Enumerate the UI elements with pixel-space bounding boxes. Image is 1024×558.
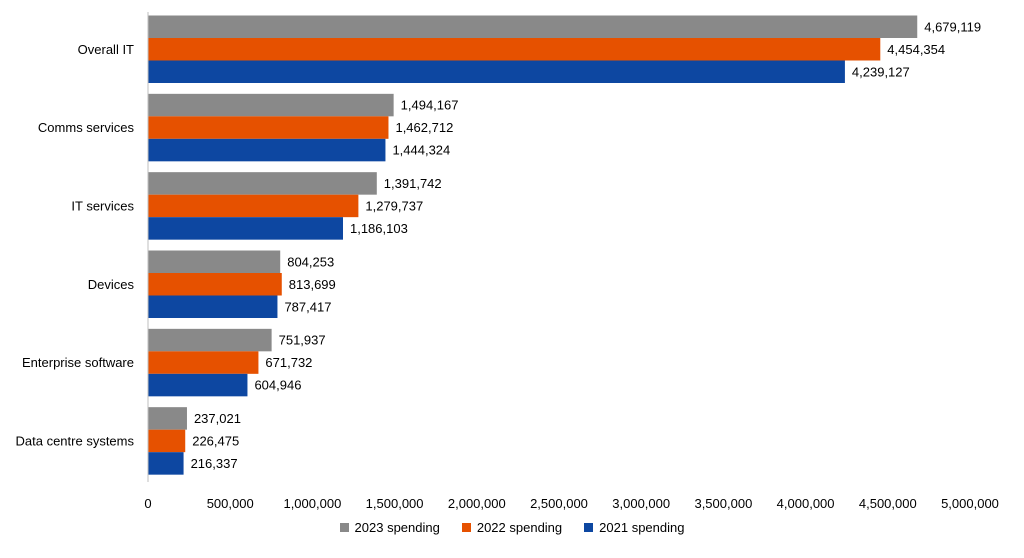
- bar-2021-spending: [148, 60, 845, 83]
- bar-2022-spending: [148, 38, 881, 61]
- data-label: 4,679,119: [924, 19, 981, 34]
- bar-2023-spending: [148, 15, 918, 38]
- data-label: 604,946: [254, 378, 301, 393]
- x-tick-label: 1,000,000: [283, 496, 341, 511]
- x-tick-label: 2,000,000: [448, 496, 506, 511]
- legend-label: 2021 spending: [599, 520, 685, 535]
- legend-swatch: [584, 523, 594, 532]
- bar-2022-spending: [148, 429, 186, 453]
- data-label: 804,253: [287, 254, 334, 269]
- bar-2023-spending: [148, 328, 272, 352]
- x-tick-label: 4,000,000: [777, 496, 835, 511]
- data-label: 226,475: [192, 433, 239, 448]
- data-label: 237,021: [194, 411, 241, 426]
- bar-2021-spending: [148, 138, 386, 162]
- x-tick-label: 0: [144, 496, 151, 511]
- bar-2021-spending: [148, 452, 184, 475]
- data-label: 1,279,737: [365, 198, 423, 213]
- data-label: 1,444,324: [392, 143, 450, 158]
- data-label: 4,239,127: [852, 64, 910, 79]
- bar-2023-spending: [148, 250, 281, 273]
- bar-chart: 0 500,000 1,000,000 1,500,000 2,000,000 2,500…: [16, 12, 999, 511]
- category-label: Data centre systems: [16, 433, 135, 448]
- category-label: Devices: [88, 277, 135, 292]
- legend-label: 2022 spending: [476, 520, 563, 535]
- bar-2022-spending: [148, 116, 389, 139]
- legend-item: 2022 spending: [461, 520, 563, 535]
- category-label: Comms services: [38, 120, 135, 135]
- data-label: 1,186,103: [350, 221, 408, 236]
- bar-2022-spending: [148, 273, 282, 296]
- bar-2021-spending: [148, 295, 278, 318]
- data-label: 1,494,167: [401, 98, 459, 113]
- data-label: 751,937: [279, 333, 326, 348]
- data-label: 1,462,712: [395, 120, 453, 135]
- category-label: Overall IT: [78, 42, 134, 57]
- bar-2023-spending: [148, 172, 377, 195]
- x-tick-label: 4,500,000: [859, 496, 917, 511]
- legend: 2023 spending 2022 spending 2021 spending: [0, 520, 1024, 535]
- x-tick-label: 3,000,000: [612, 496, 670, 511]
- data-label: 1,391,742: [384, 176, 442, 191]
- bar-2022-spending: [148, 351, 259, 374]
- data-label: 787,417: [284, 299, 331, 314]
- bar-2023-spending: [148, 93, 394, 117]
- data-label: 4,454,354: [887, 42, 945, 57]
- x-tick-label: 3,500,000: [694, 496, 752, 511]
- x-tick-label: 2,500,000: [530, 496, 588, 511]
- bar-2023-spending: [148, 407, 187, 430]
- bar-2022-spending: [148, 194, 359, 218]
- x-tick-label: 5,000,000: [941, 496, 999, 511]
- data-label: 671,732: [265, 355, 312, 370]
- legend-item: 2023 spending: [339, 520, 440, 535]
- x-tick-label: 1,500,000: [366, 496, 424, 511]
- category-label: IT services: [71, 198, 134, 213]
- legend-label: 2023 spending: [354, 520, 440, 535]
- data-label: 216,337: [191, 456, 238, 471]
- bar-2021-spending: [148, 373, 248, 397]
- data-label: 813,699: [289, 277, 336, 292]
- x-tick-label: 500,000: [207, 496, 254, 511]
- legend-swatch: [461, 523, 471, 532]
- legend-swatch: [339, 523, 349, 532]
- category-label: Enterprise software: [22, 355, 134, 370]
- bar-2021-spending: [148, 217, 343, 240]
- legend-item: 2021 spending: [584, 520, 684, 535]
